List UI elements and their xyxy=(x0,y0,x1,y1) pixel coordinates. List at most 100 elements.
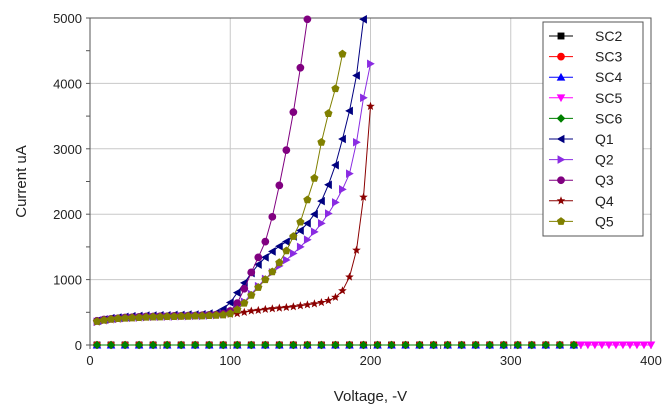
data-point-q4 xyxy=(261,304,270,314)
data-point-q4 xyxy=(303,300,312,309)
data-point-sc5 xyxy=(583,341,593,350)
data-point-sc6 xyxy=(471,340,480,350)
data-point-sc6 xyxy=(373,340,382,350)
legend-item-q5: Q5 xyxy=(549,213,614,229)
data-point-sc6 xyxy=(331,340,340,350)
data-point-q4 xyxy=(352,245,361,254)
legend-marker-sc5 xyxy=(556,94,566,103)
data-point-q1 xyxy=(331,160,339,170)
data-point-q1 xyxy=(232,288,241,297)
data-point-q1 xyxy=(268,247,276,256)
legend-marker-q1 xyxy=(556,134,565,144)
data-point-q1 xyxy=(225,298,234,307)
data-point-q5 xyxy=(191,311,200,320)
legend-marker-sc3 xyxy=(557,52,565,61)
x-tick-label: 100 xyxy=(219,353,241,368)
data-point-q4 xyxy=(268,304,277,313)
data-point-sc5 xyxy=(646,341,656,350)
data-point-q2 xyxy=(289,249,298,258)
data-point-sc6 xyxy=(345,340,354,350)
data-point-q2 xyxy=(339,185,347,194)
data-point-q3 xyxy=(282,146,291,154)
data-point-sc6 xyxy=(485,340,495,350)
data-point-q5 xyxy=(113,314,123,322)
data-point-q5 xyxy=(163,312,172,321)
series-line-q2 xyxy=(96,63,371,323)
data-point-q5 xyxy=(240,298,249,307)
data-point-q4 xyxy=(275,303,284,312)
data-point-q2 xyxy=(360,93,368,103)
data-point-q5 xyxy=(170,312,179,321)
data-point-q1 xyxy=(296,226,304,235)
legend-marker-sc6 xyxy=(556,114,566,123)
data-point-q3 xyxy=(233,299,242,308)
data-point-q4 xyxy=(331,292,340,301)
data-point-sc5 xyxy=(625,341,635,350)
data-point-q1 xyxy=(275,241,283,251)
data-point-q5 xyxy=(310,173,319,182)
data-point-q1 xyxy=(338,134,346,144)
data-point-q3 xyxy=(261,237,270,246)
data-point-q1 xyxy=(282,237,290,246)
data-point-q4 xyxy=(366,101,375,110)
data-point-sc6 xyxy=(106,340,116,350)
data-point-sc6 xyxy=(148,340,158,350)
data-point-sc6 xyxy=(289,340,298,350)
legend-item-sc2: SC2 xyxy=(549,28,622,44)
data-point-q5 xyxy=(198,311,207,320)
data-point-q5 xyxy=(261,275,270,284)
legend-marker-q5 xyxy=(556,217,566,225)
data-point-sc6 xyxy=(527,340,537,350)
data-point-sc5 xyxy=(576,341,586,350)
data-point-q2 xyxy=(346,169,354,178)
data-point-q3 xyxy=(275,181,284,190)
legend-item-sc6: SC6 xyxy=(549,110,622,126)
data-point-sc6 xyxy=(429,340,438,350)
data-point-q4 xyxy=(317,297,326,307)
data-point-q2 xyxy=(324,209,333,218)
x-tick-label: 400 xyxy=(640,353,662,368)
data-point-q5 xyxy=(247,290,256,299)
data-point-sc6 xyxy=(541,340,551,350)
legend-label: SC3 xyxy=(595,49,622,65)
data-point-sc6 xyxy=(513,340,523,350)
data-point-q4 xyxy=(338,286,347,295)
data-point-q5 xyxy=(226,309,235,318)
data-point-sc5 xyxy=(590,341,600,350)
legend-label: Q3 xyxy=(595,172,614,188)
data-point-sc6 xyxy=(457,340,466,350)
data-point-q5 xyxy=(282,246,291,255)
data-point-q5 xyxy=(120,313,130,322)
legend-item-q3: Q3 xyxy=(549,172,614,188)
data-point-sc5 xyxy=(597,341,607,350)
legend-label: SC6 xyxy=(595,110,622,126)
x-tick-label: 200 xyxy=(360,353,382,368)
data-point-q2 xyxy=(353,137,361,147)
data-point-sc6 xyxy=(569,340,579,350)
legend-item-q4: Q4 xyxy=(549,193,614,209)
data-point-sc5 xyxy=(611,341,621,350)
data-point-q1 xyxy=(317,196,325,206)
data-point-q2 xyxy=(282,255,291,265)
data-point-q5 xyxy=(338,49,347,58)
data-point-sc6 xyxy=(387,340,396,350)
data-point-q2 xyxy=(303,235,312,245)
series-line-q3 xyxy=(96,19,308,322)
data-point-q4 xyxy=(232,309,242,318)
data-point-q3 xyxy=(247,268,256,277)
data-point-q4 xyxy=(345,272,354,281)
data-point-q4 xyxy=(296,301,305,310)
data-point-q1 xyxy=(303,219,311,228)
data-point-q1 xyxy=(324,180,332,190)
data-point-q1 xyxy=(345,106,353,116)
data-point-q5 xyxy=(254,283,263,291)
data-point-q2 xyxy=(331,198,340,207)
legend-marker-q4 xyxy=(556,196,566,205)
data-point-sc6 xyxy=(218,340,228,350)
legend-item-q2: Q2 xyxy=(549,152,614,168)
legend-item-q1: Q1 xyxy=(549,131,614,147)
y-tick-label: 1000 xyxy=(53,273,82,288)
data-point-q3 xyxy=(268,212,277,221)
data-point-q4 xyxy=(254,305,263,314)
data-point-q4 xyxy=(239,307,249,316)
